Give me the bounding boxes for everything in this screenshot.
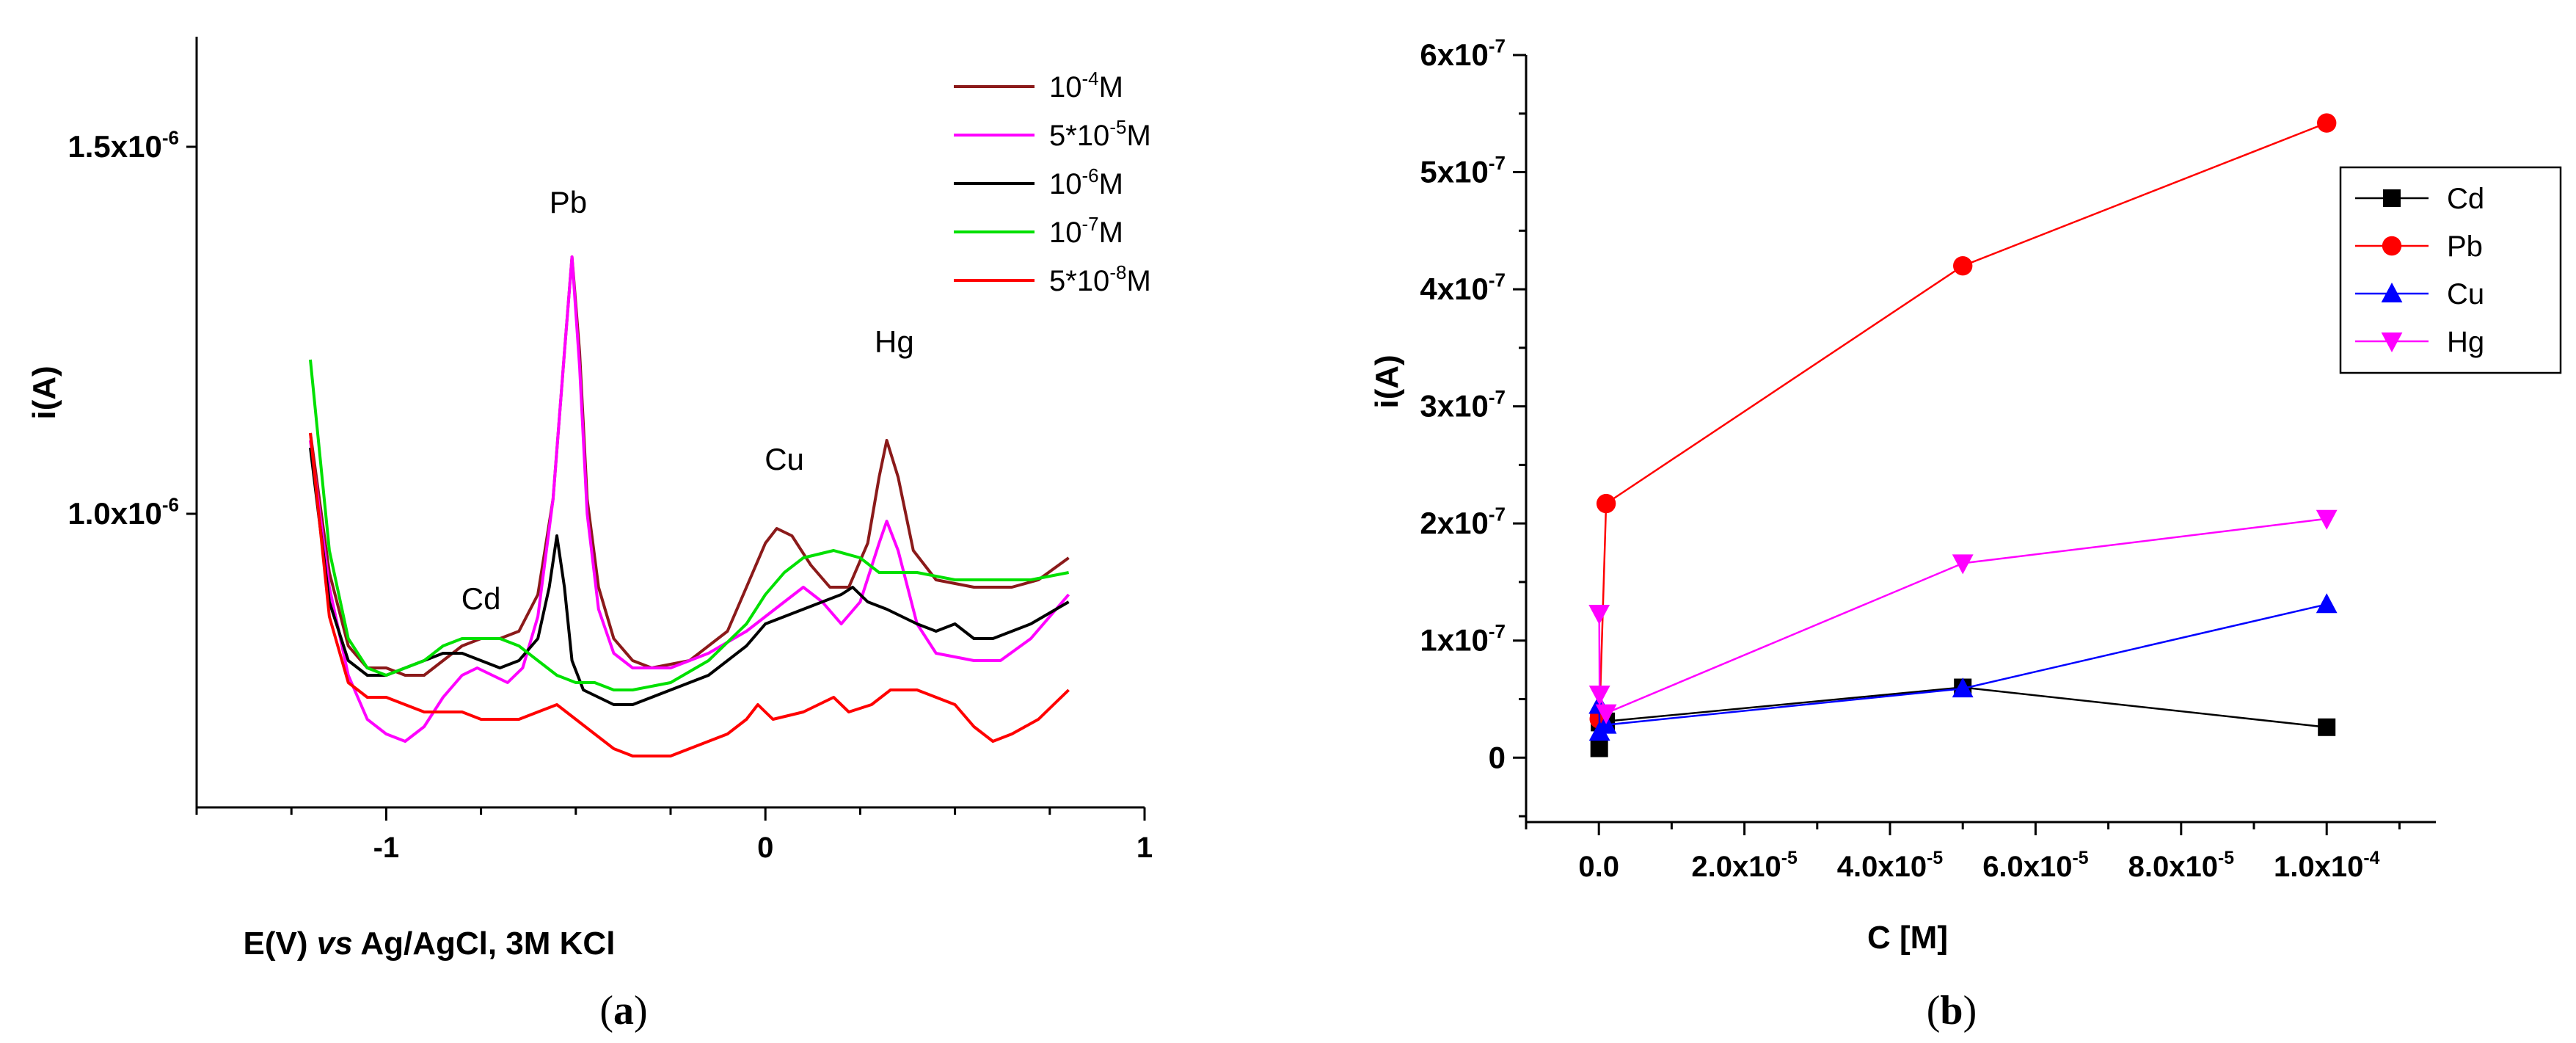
panel-a-series-line [309,255,1070,677]
panel-b-legend-label: Cd [2447,183,2484,215]
panel-a-peak-label: Cu [765,442,804,476]
panel-a-legend-label: 5*10-8M [1049,261,1151,297]
panel-b-y-tick-label: 0 [1489,740,1506,774]
panel-b-data-point [2316,509,2338,530]
panel-a-x-axis-title: E(V) vs Ag/AgCl, 3M KCl [244,926,616,962]
panel-b-data-point [1588,605,1610,625]
panel-a-legend-label: 5*10-5M [1049,116,1151,152]
panel-b-legend-label: Pb [2447,230,2483,263]
panel-a-y-axis-title: i(A) [26,366,62,419]
panel-a-peak-label: Hg [875,324,914,359]
panel-b-data-point [1588,686,1610,706]
panel-b-legend-marker [2381,283,2403,302]
panel-a-x-tick-label: 0 [757,832,773,864]
panel-a-peak-label: Cd [461,581,501,616]
panel-b-x-tick-label: 8.0x10-5 [2128,848,2235,883]
panel-a-caption: (a) [599,988,647,1033]
panel-a-y-tick-label: 1.5x10-6 [67,126,179,164]
panel-b-data-point [1953,255,1973,276]
panel-a-series-line [309,447,1070,706]
panel-a-peak-label: Pb [550,185,587,219]
panel-b-x-tick-label: 2.0x10-5 [1691,848,1798,883]
panel-b-data-point [1596,493,1616,514]
panel-b-x-tick-label: 1.0x10-4 [2274,848,2380,883]
panel-b-x-axis-title: C [M] [1867,920,1948,956]
panel-b-y-tick-label: 5x10-7 [1420,152,1506,189]
panel-b-x-tick-label: 0.0 [1578,851,1619,883]
panel-a-x-tick-label: -1 [373,832,400,864]
panel-b-series-line [1598,603,2327,735]
panel-b-caption: (b) [1927,988,1977,1033]
panel-b-data-point [1590,739,1608,757]
panel-a-legend-label: 10-7M [1049,213,1123,249]
panel-a-series-line [309,432,1070,757]
panel-b-y-tick-label: 3x10-7 [1420,386,1506,424]
panel-a-legend-label: 10-6M [1049,164,1123,200]
panel-b-chart: C [M] i(A) (b) 0.0 2.0x10-5 4.0x10-5 6.0x10… [1369,34,2562,1033]
panel-b-y-tick-label: 1x10-7 [1420,620,1506,658]
panel-b-legend-marker [2383,189,2401,207]
panel-b-data-point [1952,554,1974,575]
panel-a-chart: E(V) vs Ag/AgCl, 3M KCl i(A) (a) -1 0 1 1.0… [26,37,1153,1033]
panel-b-data-point [2316,593,2338,614]
panel-b-x-tick-label: 4.0x10-5 [1837,848,1944,883]
panel-a-series-line [309,255,1070,743]
panel-b-legend-label: Hg [2447,326,2484,358]
panel-a-series-line [309,359,1069,691]
panel-b-data-point [1595,704,1617,724]
panel-a-x-tick-label: 1 [1136,832,1153,864]
panel-b-data-point [2318,718,2336,736]
panel-b-legend-marker [2382,236,2402,256]
panel-b-data-point [2317,113,2337,133]
panel-a-y-tick-label: 1.0x10-6 [67,493,179,531]
panel-b-legend-marker [2381,332,2403,352]
panel-b-y-tick-label: 6x10-7 [1420,34,1506,72]
panel-b-y-tick-label: 2x10-7 [1420,504,1506,541]
panel-a-legend-label: 10-4M [1049,68,1123,103]
panel-b-y-tick-label: 4x10-7 [1420,269,1506,306]
panel-b-data-point [1952,677,1974,698]
panel-b-y-axis-title: i(A) [1369,355,1405,408]
panel-b-x-tick-label: 6.0x10-5 [1982,848,2089,883]
panel-b-legend-label: Cu [2447,278,2484,310]
panel-b-legend-box [2339,166,2562,374]
